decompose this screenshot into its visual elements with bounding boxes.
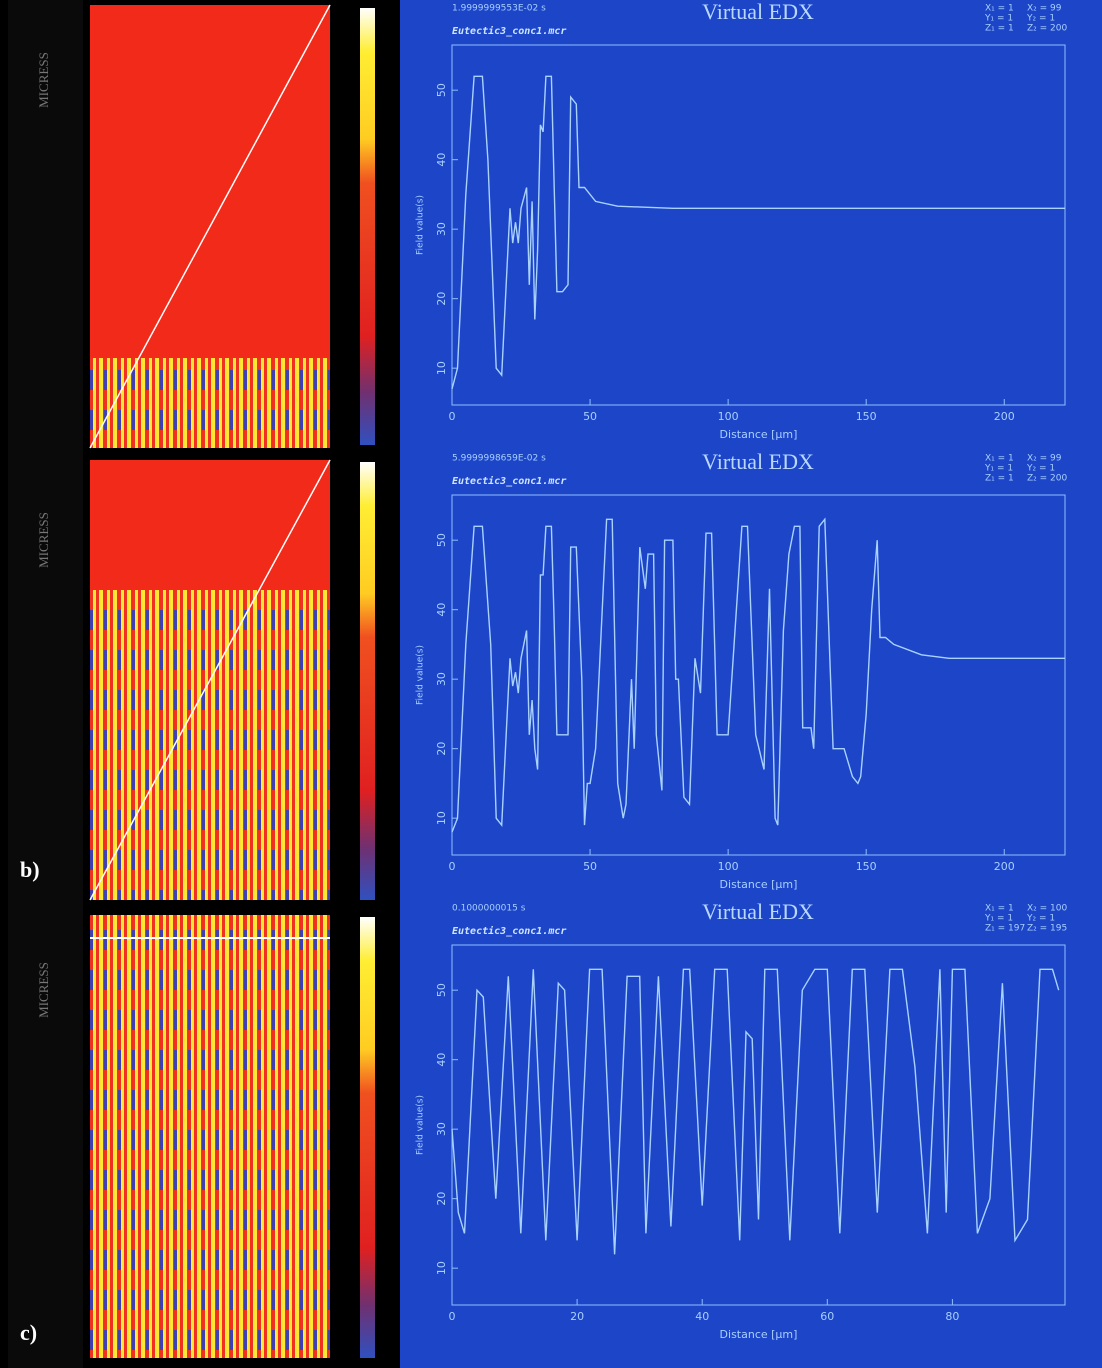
y-tick-label: 30	[435, 222, 448, 236]
y-tick-label: 50	[435, 983, 448, 997]
time-label: 5.9999998659E-02 s	[452, 454, 546, 464]
coord-label: X₂ = 99	[1027, 454, 1062, 464]
software-label: MICRESS	[36, 512, 51, 568]
sidebar	[8, 0, 83, 1368]
coord-label: Y₁ = 1	[984, 14, 1013, 24]
colorbar	[360, 917, 375, 1358]
coord-label: X₁ = 1	[985, 904, 1014, 914]
y-tick-label: 50	[435, 83, 448, 97]
x-tick-label: 150	[856, 860, 877, 873]
x-tick-label: 60	[820, 1310, 834, 1323]
y-tick-label: 10	[435, 811, 448, 825]
chart-title: Virtual EDX	[702, 0, 814, 24]
y-axis-label: Field value(s)	[416, 195, 426, 255]
time-label: 0.1000000015 s	[452, 904, 526, 914]
chart-title: Virtual EDX	[702, 449, 814, 474]
x-tick-label: 100	[718, 860, 739, 873]
coord-label: Z₂ = 200	[1027, 474, 1067, 484]
coord-label: Z₁ = 197	[985, 924, 1025, 934]
y-tick-label: 10	[435, 361, 448, 375]
coord-label: X₁ = 1	[985, 454, 1014, 464]
panel-label: c)	[20, 1320, 37, 1345]
file-label: Eutectic3_conc1.mcr	[452, 475, 566, 487]
y-tick-label: 50	[435, 533, 448, 547]
file-label: Eutectic3_conc1.mcr	[452, 925, 566, 937]
y-tick-label: 30	[435, 672, 448, 686]
file-label: Eutectic3_conc1.mcr	[452, 25, 566, 37]
y-tick-label: 30	[435, 1122, 448, 1136]
x-tick-label: 80	[945, 1310, 959, 1323]
x-axis-label: Distance [μm]	[720, 878, 798, 891]
x-tick-label: 150	[856, 410, 877, 423]
page: MICRESS MICRESS MICRESS b) c) Virtual ED…	[0, 0, 1102, 1368]
coord-label: Z₁ = 1	[985, 474, 1014, 484]
x-tick-label: 100	[718, 410, 739, 423]
coord-label: X₂ = 100	[1027, 904, 1067, 914]
eutectic-region	[90, 358, 330, 448]
y-tick-label: 40	[435, 153, 448, 167]
time-label: 1.9999999553E-02 s	[452, 4, 546, 14]
colorbar	[360, 462, 375, 900]
y-tick-label: 40	[435, 603, 448, 617]
x-tick-label: 0	[449, 410, 456, 423]
x-tick-label: 20	[570, 1310, 584, 1323]
coord-label: Z₂ = 200	[1027, 24, 1067, 34]
colorbar	[360, 8, 375, 445]
x-tick-label: 50	[583, 860, 597, 873]
y-axis-label: Field value(s)	[416, 645, 426, 705]
x-axis-label: Distance [μm]	[720, 428, 798, 441]
x-tick-label: 50	[583, 410, 597, 423]
x-axis-label: Distance [μm]	[720, 1328, 798, 1341]
x-tick-label: 0	[449, 860, 456, 873]
software-label: MICRESS	[36, 962, 51, 1018]
coord-label: Z₂ = 195	[1027, 924, 1067, 934]
y-tick-label: 10	[435, 1261, 448, 1275]
coord-label: Y₂ = 1	[1026, 14, 1055, 24]
panel-label: b)	[20, 857, 40, 882]
eutectic-region	[90, 590, 330, 900]
y-tick-label: 20	[435, 742, 448, 756]
coord-label: Z₁ = 1	[985, 24, 1014, 34]
software-label: MICRESS	[36, 52, 51, 108]
coord-label: X₂ = 99	[1027, 4, 1062, 14]
chart-title: Virtual EDX	[702, 899, 814, 924]
y-tick-label: 20	[435, 292, 448, 306]
x-tick-label: 200	[994, 410, 1015, 423]
coord-label: X₁ = 1	[985, 4, 1014, 14]
y-tick-label: 40	[435, 1053, 448, 1067]
coord-label: Y₁ = 1	[984, 464, 1013, 474]
figure: MICRESS MICRESS MICRESS b) c) Virtual ED…	[0, 0, 1102, 1368]
y-tick-label: 20	[435, 1192, 448, 1206]
microstructure	[90, 915, 330, 1358]
coord-label: Y₂ = 1	[1026, 464, 1055, 474]
x-tick-label: 200	[994, 860, 1015, 873]
x-tick-label: 40	[695, 1310, 709, 1323]
x-tick-label: 0	[449, 1310, 456, 1323]
coord-label: Y₁ = 1	[984, 914, 1013, 924]
chart-background	[400, 0, 1102, 1368]
y-axis-label: Field value(s)	[416, 1095, 426, 1155]
coord-label: Y₂ = 1	[1026, 914, 1055, 924]
